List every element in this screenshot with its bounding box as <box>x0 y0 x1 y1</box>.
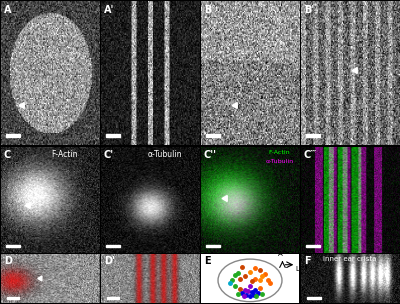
Text: C‴: C‴ <box>304 150 317 160</box>
Bar <box>306 134 320 136</box>
Text: α-Tubulin: α-Tubulin <box>266 159 294 164</box>
Text: A: A <box>4 5 11 15</box>
Text: C: C <box>4 150 11 160</box>
Bar <box>106 134 120 136</box>
Text: L: L <box>295 266 299 272</box>
Text: D: D <box>4 256 12 266</box>
Text: F-Actin: F-Actin <box>269 150 290 155</box>
Text: C'': C'' <box>204 150 217 160</box>
Text: D': D' <box>104 256 115 266</box>
Text: B: B <box>204 5 211 15</box>
Bar <box>206 134 220 136</box>
Text: A': A' <box>104 5 114 15</box>
Text: E: E <box>204 256 210 266</box>
Text: F-Actin: F-Actin <box>52 150 78 159</box>
Bar <box>206 245 220 247</box>
Text: A: A <box>278 251 283 257</box>
Bar <box>307 296 322 299</box>
Text: B': B' <box>304 5 314 15</box>
Text: C': C' <box>104 150 114 160</box>
Bar <box>306 245 320 247</box>
Text: α-Tubulin: α-Tubulin <box>148 150 182 159</box>
Bar <box>7 296 18 299</box>
Bar <box>106 245 120 247</box>
Bar <box>6 245 20 247</box>
Bar <box>6 134 20 136</box>
Bar <box>107 296 118 299</box>
Text: Inner ear crista: Inner ear crista <box>323 256 377 262</box>
Text: F: F <box>304 256 310 266</box>
